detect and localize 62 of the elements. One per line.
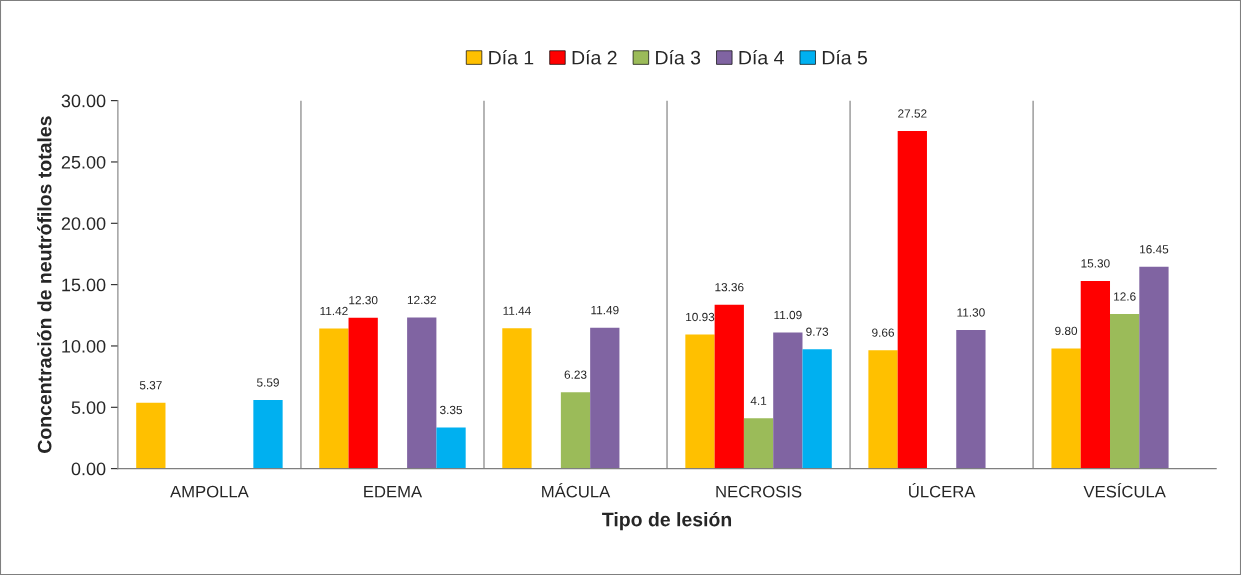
data-label: 11.44 bbox=[503, 306, 531, 315]
legend-label: Día 3 bbox=[656, 50, 701, 65]
y-tick-label: 20.00 bbox=[61, 217, 106, 231]
data-label: 27.52 bbox=[898, 109, 927, 118]
data-label: 9.66 bbox=[872, 328, 894, 337]
legend-label: Día 4 bbox=[739, 50, 784, 65]
data-label: 9.80 bbox=[1055, 326, 1078, 336]
y-axis-title: Concentración de neutrófilos totales bbox=[37, 116, 52, 453]
y-tick-label: 10.00 bbox=[62, 339, 106, 353]
bar bbox=[868, 350, 898, 469]
data-label: 3.35 bbox=[440, 405, 463, 415]
y-tick-label: 0.00 bbox=[71, 462, 106, 476]
bar bbox=[743, 418, 774, 469]
bar bbox=[560, 392, 591, 469]
bar bbox=[1051, 348, 1081, 469]
x-tick-label: MÁCULA bbox=[542, 482, 611, 498]
x-tick-label: AMPOLLA bbox=[170, 485, 249, 498]
bar bbox=[502, 328, 532, 469]
bar bbox=[714, 304, 744, 469]
x-tick-label: ÚLCERA bbox=[909, 482, 976, 498]
data-label: 15.30 bbox=[1081, 259, 1110, 268]
bar bbox=[136, 402, 166, 469]
x-tick-label: VESÍCULA bbox=[1083, 482, 1166, 498]
legend-label: Día 5 bbox=[822, 50, 867, 65]
data-label: 12.6 bbox=[1114, 292, 1136, 301]
bar bbox=[319, 328, 349, 469]
data-label: 11.30 bbox=[957, 308, 985, 317]
data-label: 11.09 bbox=[774, 310, 802, 320]
legend-label: Día 1 bbox=[489, 50, 534, 65]
bar bbox=[436, 427, 466, 469]
data-label: 12.30 bbox=[349, 296, 378, 305]
bar bbox=[773, 332, 803, 469]
bar bbox=[348, 317, 378, 469]
bar bbox=[407, 317, 437, 469]
x-tick-label: NECROSIS bbox=[716, 485, 802, 498]
y-tick-label: 30.00 bbox=[61, 94, 106, 108]
data-label: 5.37 bbox=[139, 381, 162, 390]
data-label: 11.42 bbox=[320, 306, 348, 316]
bar bbox=[956, 330, 986, 469]
legend-label: Día 2 bbox=[572, 50, 617, 65]
bar bbox=[1080, 280, 1111, 469]
data-label: 9.73 bbox=[806, 327, 829, 336]
bar bbox=[897, 131, 927, 469]
data-label: 4.1 bbox=[750, 396, 767, 405]
y-tick-label: 25.00 bbox=[61, 155, 106, 169]
data-label: 5.59 bbox=[256, 378, 279, 387]
y-tick-label: 5.00 bbox=[71, 401, 106, 415]
data-label: 10.93 bbox=[686, 312, 715, 322]
data-label: 11.49 bbox=[591, 305, 619, 315]
bar bbox=[1110, 314, 1140, 469]
data-label: 16.45 bbox=[1140, 245, 1169, 254]
bar bbox=[1139, 266, 1169, 469]
bar bbox=[802, 349, 832, 469]
x-tick-label: EDEMA bbox=[364, 485, 423, 498]
x-axis-title: Tipo de lesión bbox=[602, 511, 732, 531]
data-label: 12.32 bbox=[407, 295, 436, 305]
data-label: 13.36 bbox=[715, 283, 744, 292]
data-label: 6.23 bbox=[564, 370, 587, 379]
y-tick-label: 15.00 bbox=[62, 278, 106, 292]
bar bbox=[590, 327, 620, 469]
bar bbox=[253, 400, 283, 469]
bar bbox=[685, 334, 715, 469]
